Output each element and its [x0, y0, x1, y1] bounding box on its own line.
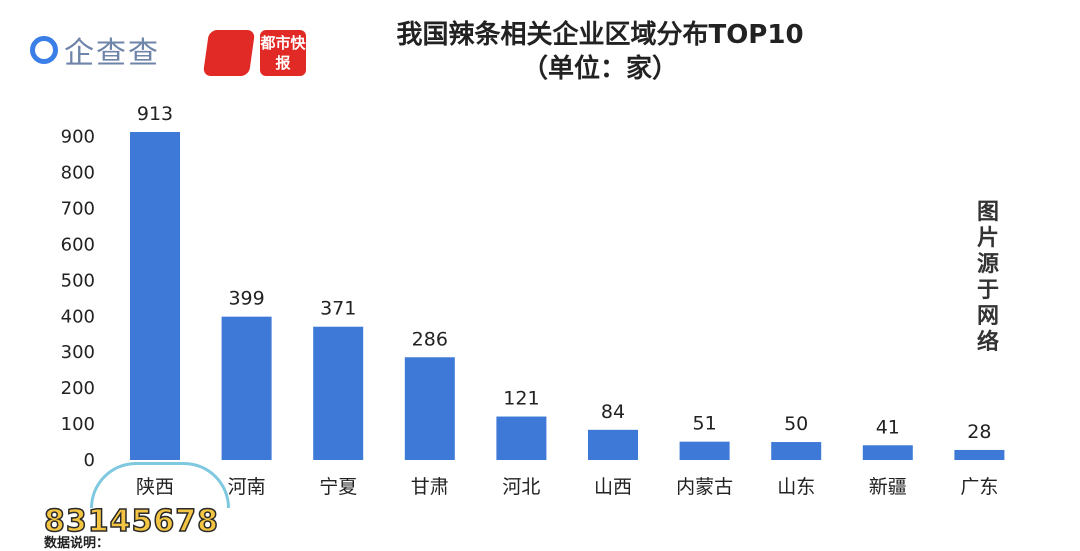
y-tick-label: 700 [61, 199, 95, 220]
bar-value-label: 121 [503, 388, 539, 410]
chart-subtitle: （单位：家） [521, 54, 678, 84]
y-tick-label: 0 [84, 450, 95, 471]
chart-title: 我国辣条相关企业区域分布TOP10 [396, 20, 804, 50]
x-category-label: 山东 [777, 476, 815, 498]
image-source-note: 图片源于网络 [976, 200, 999, 355]
hotline-arc-decoration [90, 462, 230, 508]
x-category-label: 河南 [228, 476, 266, 498]
x-category-label: 甘肃 [411, 476, 449, 498]
bar [130, 132, 180, 460]
x-category-label: 新疆 [869, 476, 907, 498]
bar [588, 429, 638, 460]
bar-value-label: 28 [967, 421, 991, 443]
bar-value-label: 286 [412, 328, 448, 350]
y-tick-label: 900 [61, 127, 95, 148]
y-tick-label: 500 [61, 270, 95, 291]
qichacha-logo: 企查查 [30, 22, 200, 78]
dushi-kuaibao-logo: 都市快报 [260, 30, 306, 76]
data-source-label: 数据说明： [44, 536, 110, 551]
bar-value-label: 51 [693, 413, 717, 435]
bar-value-label: 84 [601, 401, 625, 423]
bar-value-label: 371 [320, 298, 356, 320]
bar [862, 445, 913, 460]
bar [404, 357, 455, 460]
bar-value-label: 913 [137, 103, 173, 125]
qichacha-logo-text: 企查查 [64, 36, 160, 71]
hotline-number: 83145678 [43, 503, 219, 540]
y-tick-label: 300 [61, 342, 95, 363]
qichacha-logo-icon [30, 36, 58, 64]
y-tick-label: 800 [61, 163, 95, 184]
y-tick-label: 100 [61, 414, 95, 435]
y-tick-label: 600 [61, 234, 95, 255]
x-category-label: 宁夏 [319, 476, 357, 498]
bar [771, 442, 822, 460]
x-category-label: 河北 [502, 476, 540, 498]
y-tick-label: 200 [61, 378, 95, 399]
bar-value-label: 399 [228, 288, 264, 310]
x-category-label: 内蒙古 [676, 476, 733, 498]
chart-title-block: 我国辣条相关企业区域分布TOP10 （单位：家） [300, 18, 900, 86]
bar [954, 449, 1005, 460]
bar [679, 441, 730, 460]
bar [496, 416, 547, 460]
bar [313, 326, 364, 460]
bar [221, 316, 272, 460]
y-tick-label: 400 [61, 306, 95, 327]
bar-value-label: 50 [784, 413, 808, 435]
x-category-label: 山西 [594, 476, 632, 498]
bar-value-label: 41 [876, 416, 900, 438]
x-category-label: 广东 [960, 476, 998, 498]
